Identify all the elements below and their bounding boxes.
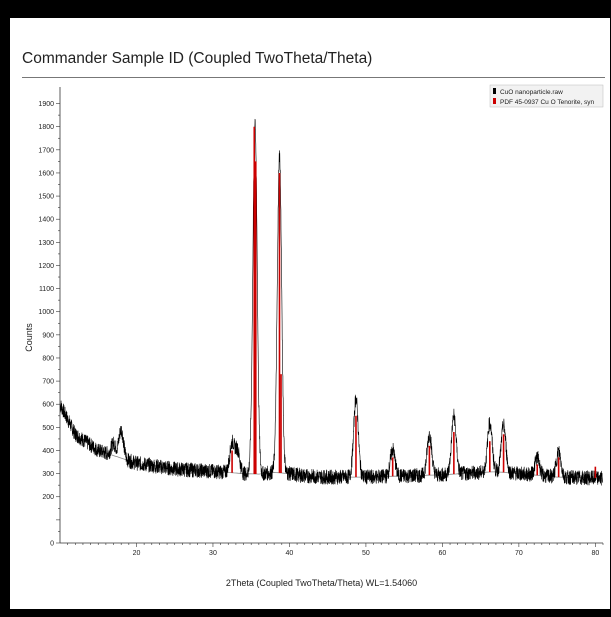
y-tick-label: 300: [42, 471, 54, 478]
x-tick-label: 20: [133, 550, 141, 557]
x-tick-label: 40: [286, 550, 294, 557]
y-tick-label: 1800: [38, 124, 54, 131]
legend-box: [489, 84, 604, 108]
x-tick-label: 50: [362, 550, 370, 557]
legend-label: CuO nanoparticle.raw: [500, 89, 563, 96]
x-tick-label: 30: [209, 550, 217, 557]
y-tick-label: 1200: [38, 263, 54, 270]
y-tick-label: 0: [50, 541, 54, 548]
y-tick-label: 200: [42, 494, 54, 501]
chart-title: Commander Sample ID (Coupled TwoTheta/Th…: [22, 50, 373, 67]
y-tick-label: 700: [42, 379, 54, 386]
chart-panel: [10, 18, 610, 609]
y-tick-label: 900: [42, 332, 54, 339]
y-tick-label: 1300: [38, 240, 54, 247]
legend-label: PDF 45-0937 Cu O Tenorite, syn: [500, 99, 595, 106]
y-axis-title: Counts: [24, 323, 34, 352]
y-tick-label: 400: [42, 448, 54, 455]
y-tick-label: 1600: [38, 170, 54, 177]
y-tick-label: 1900: [38, 101, 54, 108]
x-axis-title: 2Theta (Coupled TwoTheta/Theta) WL=1.540…: [226, 578, 417, 588]
y-tick-label: 1700: [38, 147, 54, 154]
title-divider: [22, 77, 605, 78]
y-tick-label: 1500: [38, 194, 54, 201]
legend-swatch: [493, 88, 496, 94]
series-cuo-nanoparticle-line: [59, 118, 604, 486]
x-tick-label: 70: [515, 550, 523, 557]
y-tick-label: 800: [42, 355, 54, 362]
y-tick-label: 500: [42, 425, 54, 432]
y-tick-label: 1400: [38, 217, 54, 224]
y-tick-label: 1000: [38, 309, 54, 316]
x-tick-label: 60: [438, 550, 446, 557]
y-tick-label: 600: [42, 402, 54, 409]
legend-swatch: [493, 98, 496, 104]
y-tick-label: 1100: [39, 286, 54, 293]
x-tick-label: 80: [591, 550, 599, 557]
